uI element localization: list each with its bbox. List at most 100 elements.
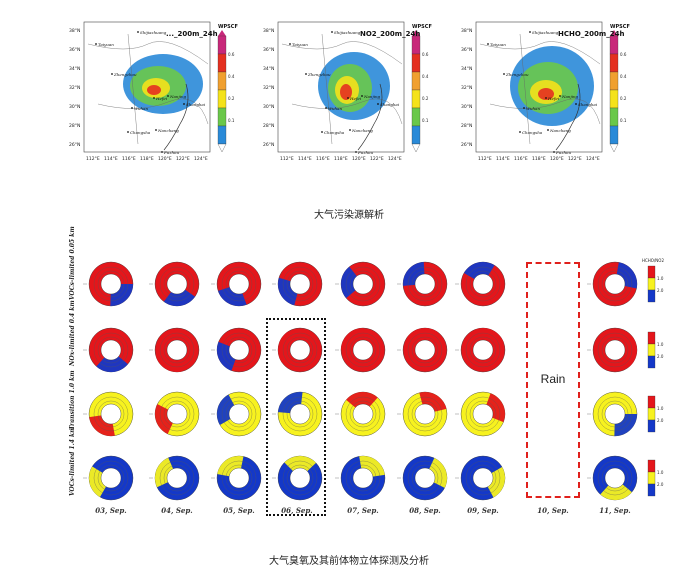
city-label: Taiyuan xyxy=(98,42,114,47)
city-label: Fuzhou xyxy=(357,150,373,155)
source-apportionment-figure: 38°N36°N34°N32°N30°N28°N26°N112°E114°E11… xyxy=(0,0,698,200)
lat-label: 32°N xyxy=(263,85,274,91)
city-label: Nanjing xyxy=(363,94,381,99)
city-marker xyxy=(377,103,379,105)
ratio-legend-tick: 1.0 xyxy=(657,342,664,347)
city-marker xyxy=(503,73,505,75)
polar-center xyxy=(605,340,625,360)
polar-plot xyxy=(83,456,133,500)
legend-tick: 0.6 xyxy=(228,52,235,57)
polar-center xyxy=(473,274,493,294)
legend-arrow-top xyxy=(218,30,226,36)
legend-swatch xyxy=(412,108,420,126)
polar-plot xyxy=(397,262,447,306)
lat-label: 36°N xyxy=(69,47,80,53)
polar-center xyxy=(473,468,493,488)
polar-center xyxy=(353,340,373,360)
city-label: Shijiazhuang xyxy=(140,30,167,35)
city-label: Changsha xyxy=(130,130,151,135)
polar-center xyxy=(101,274,121,294)
legend-swatch xyxy=(412,72,420,90)
map-title-3: HCHO_200m_24h xyxy=(558,30,624,38)
lat-label: 30°N xyxy=(263,104,274,110)
city-marker xyxy=(305,73,307,75)
ratio-legend-swatch xyxy=(648,396,655,408)
map-title-1: ..._200m_24h xyxy=(166,30,218,38)
legend-swatch xyxy=(218,108,226,126)
lon-label: 112°E xyxy=(280,156,294,162)
city-label: Wuhan xyxy=(328,106,342,111)
polar-center xyxy=(167,274,187,294)
city-label: Shanghai xyxy=(380,102,400,107)
polar-plot xyxy=(149,328,199,372)
lat-label: 38°N xyxy=(461,28,472,34)
lon-label: 122°E xyxy=(568,156,582,162)
lon-label: 118°E xyxy=(532,156,546,162)
lon-label: 120°E xyxy=(550,156,564,162)
polar-plot xyxy=(455,262,505,306)
city-marker xyxy=(575,103,577,105)
city-marker xyxy=(127,131,129,133)
legend-swatch xyxy=(218,72,226,90)
polar-center xyxy=(605,274,625,294)
city-marker xyxy=(547,129,549,131)
ratio-legend-swatch xyxy=(648,460,655,472)
legend-swatch xyxy=(218,36,226,54)
legend-arrow-bottom xyxy=(218,144,226,152)
lon-label: 114°E xyxy=(298,156,312,162)
polar-center xyxy=(167,468,187,488)
rain-label: Rain xyxy=(528,372,578,386)
city-marker xyxy=(161,151,163,153)
polar-plot xyxy=(455,328,505,372)
legend-swatch xyxy=(218,90,226,108)
polar-center xyxy=(101,340,121,360)
lon-label: 122°E xyxy=(370,156,384,162)
polar-center xyxy=(415,274,435,294)
lat-label: 32°N xyxy=(461,85,472,91)
row-label-1: VOCs-limited 0.05 km xyxy=(69,226,76,300)
polar-plot xyxy=(83,392,133,436)
legend-tick: 0.2 xyxy=(422,96,429,101)
legend-arrow-bottom xyxy=(610,144,618,152)
lon-label: 124°E xyxy=(586,156,600,162)
legend-swatch xyxy=(412,36,420,54)
city-marker xyxy=(545,97,547,99)
legend-swatch xyxy=(218,126,226,144)
city-marker xyxy=(347,97,349,99)
city-label: Hefei xyxy=(349,96,362,101)
polar-plot xyxy=(587,328,637,372)
lat-label: 30°N xyxy=(69,104,80,110)
legend-tick: 0.6 xyxy=(422,52,429,57)
ratio-legend-swatch xyxy=(648,266,655,278)
city-marker xyxy=(519,131,521,133)
lat-label: 28°N xyxy=(69,123,80,129)
lat-label: 28°N xyxy=(461,123,472,129)
city-marker xyxy=(361,95,363,97)
polar-plot xyxy=(397,392,447,436)
row-label-4: VOCs-limited 1.4 km xyxy=(69,426,76,496)
legend-swatch xyxy=(610,36,618,54)
city-marker xyxy=(131,107,133,109)
lat-label: 34°N xyxy=(263,66,274,72)
map-panel-2: 38°N36°N34°N32°N30°N28°N26°N112°E114°E11… xyxy=(262,14,432,166)
lon-label: 116°E xyxy=(514,156,528,162)
lon-label: 116°E xyxy=(122,156,136,162)
city-label: Zhengzhou xyxy=(307,72,331,77)
city-marker xyxy=(523,107,525,109)
date-label-1: 03, Sep. xyxy=(86,506,136,515)
city-label: Hefei xyxy=(547,96,560,101)
city-marker xyxy=(153,97,155,99)
city-label: Nanchang xyxy=(549,128,571,133)
city-marker xyxy=(349,129,351,131)
polar-plot xyxy=(587,456,637,500)
caption-source-apportionment: 大气污染源解析 xyxy=(249,206,449,221)
polar-center xyxy=(415,340,435,360)
city-label: Shijiazhuang xyxy=(532,30,559,35)
ratio-legend-swatch xyxy=(648,332,655,344)
polar-center xyxy=(415,404,435,424)
legend-tick: 0.1 xyxy=(620,118,627,123)
city-label: Taiyuan xyxy=(490,42,506,47)
lon-label: 120°E xyxy=(158,156,172,162)
polar-plot xyxy=(335,328,385,372)
city-label: Shanghai xyxy=(578,102,598,107)
